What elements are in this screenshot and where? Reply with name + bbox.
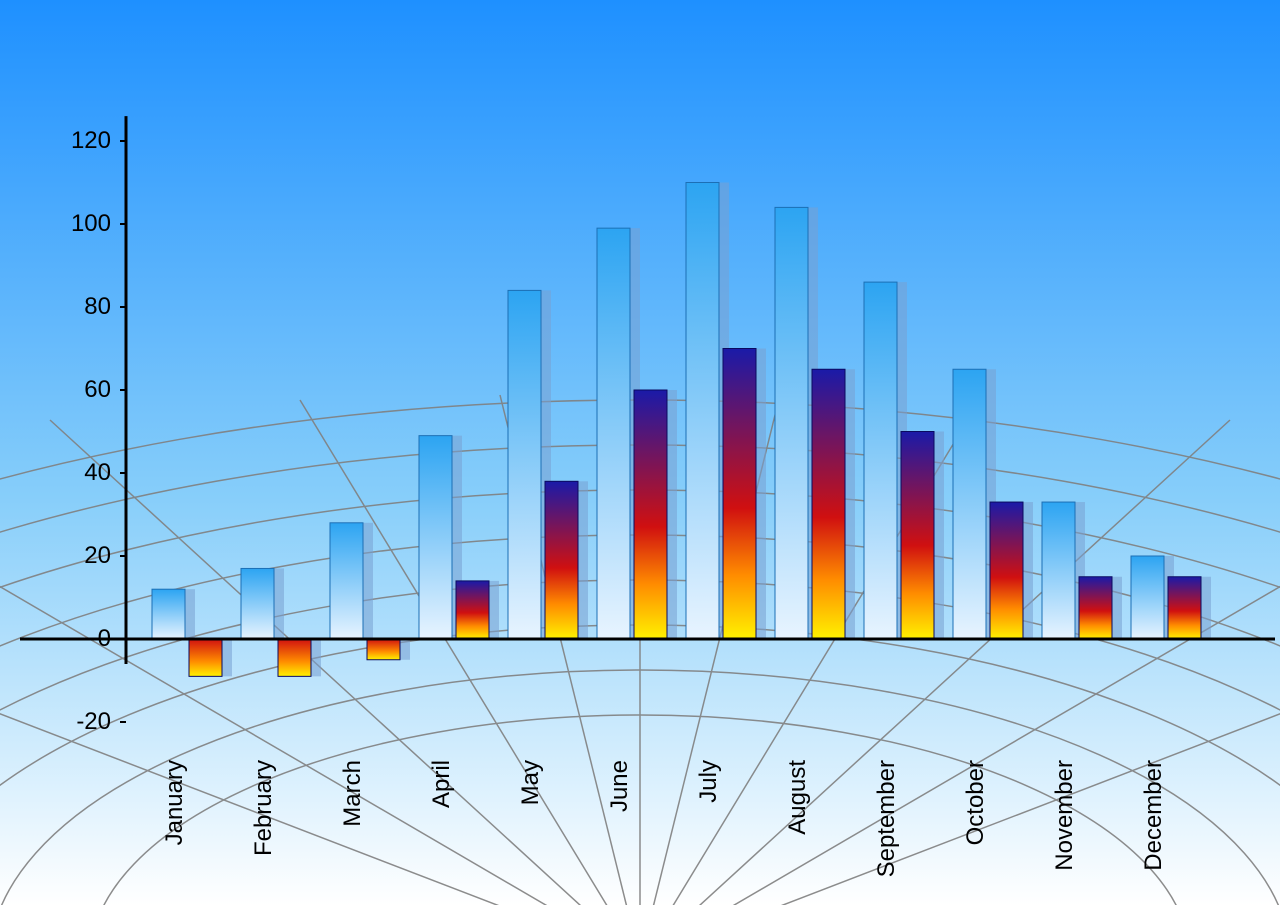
x-category-label: July: [695, 760, 723, 803]
y-tick-label: 100: [56, 210, 111, 238]
bar-series-a: [508, 290, 541, 639]
y-tick-label: -20: [56, 708, 111, 736]
bar-series-b: [545, 481, 578, 639]
bar-series-b: [812, 369, 845, 639]
bar-series-b: [1168, 577, 1201, 639]
bar-series-a: [419, 436, 452, 639]
bar-series-a: [241, 568, 274, 639]
y-tick-label: 60: [56, 376, 111, 404]
bar-series-b: [367, 639, 400, 660]
chart-canvas: -20 0 20 40 60 80 100 120 January February March A…: [0, 0, 1280, 905]
x-category-label: December: [1140, 760, 1168, 871]
chart-plot: [0, 0, 1280, 905]
bar-series-a: [686, 183, 719, 640]
bar-series-a: [330, 523, 363, 639]
y-tick-label: 80: [56, 293, 111, 321]
bar-series-a: [864, 282, 897, 639]
bar-series-b: [456, 581, 489, 639]
bar-series-a: [1042, 502, 1075, 639]
y-tick-label: 20: [56, 542, 111, 570]
bar-series-b: [990, 502, 1023, 639]
x-category-label: September: [873, 760, 901, 877]
bar-series-a: [152, 589, 185, 639]
x-category-label: June: [606, 760, 634, 812]
x-category-label: March: [339, 760, 367, 827]
bar-series-b: [189, 639, 222, 676]
bar-series-b: [901, 432, 934, 640]
x-category-label: May: [517, 760, 545, 805]
bar-series-a: [953, 369, 986, 639]
bar-series-b: [1079, 577, 1112, 639]
y-tick-label: 0: [56, 625, 111, 653]
bar-series-b: [634, 390, 667, 639]
x-category-label: November: [1051, 760, 1079, 871]
x-category-label: April: [428, 760, 456, 808]
bar-series-b: [723, 349, 756, 640]
x-category-label: January: [161, 760, 189, 845]
x-category-label: August: [784, 760, 812, 835]
bar-series-b: [278, 639, 311, 676]
y-tick-label: 40: [56, 459, 111, 487]
x-category-label: October: [962, 760, 990, 845]
bar-series-a: [1131, 556, 1164, 639]
x-category-label: February: [250, 760, 278, 856]
y-tick-label: 120: [56, 127, 111, 155]
bar-series-a: [597, 228, 630, 639]
bar-series-a: [775, 207, 808, 639]
